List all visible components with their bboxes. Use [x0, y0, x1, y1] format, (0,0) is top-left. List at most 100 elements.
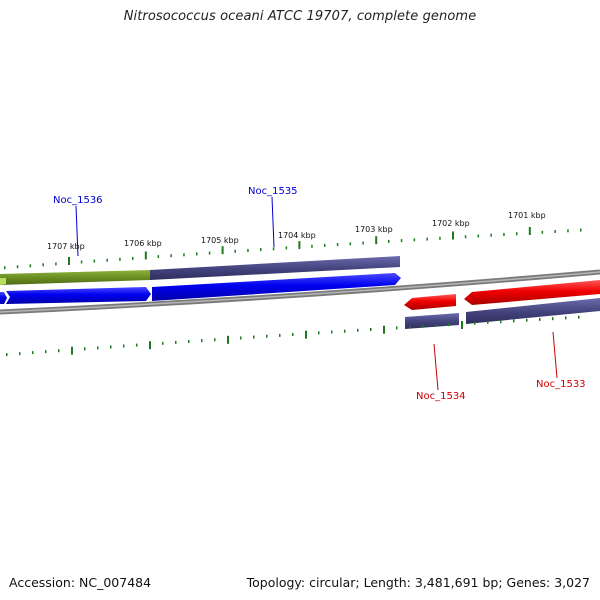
minor-tick — [477, 234, 480, 238]
minor-tick — [247, 249, 249, 252]
minor-tick — [175, 340, 177, 344]
major-tick — [305, 330, 307, 339]
minor-tick — [266, 334, 268, 338]
cds-forward-1 — [6, 287, 151, 304]
gene-label-noc-1534[interactable]: Noc_1534 — [416, 391, 466, 402]
minor-tick — [435, 324, 437, 327]
minor-tick — [201, 339, 203, 343]
leader-noc-1536 — [75, 205, 79, 257]
minor-tick — [578, 315, 580, 319]
tick-label-1705: 1705 kbp — [201, 236, 239, 245]
gene-label-noc-1536[interactable]: Noc_1536 — [53, 195, 103, 206]
tick-dots-inner — [6, 315, 580, 357]
gene-label-noc-1533[interactable]: Noc_1533 — [536, 379, 586, 390]
minor-tick — [208, 251, 211, 255]
minor-tick — [565, 316, 567, 320]
major-tick — [452, 231, 454, 240]
leader-noc-1535 — [271, 196, 275, 248]
minor-tick — [110, 345, 112, 349]
minor-tick — [324, 243, 326, 247]
minor-tick — [292, 333, 294, 336]
minor-tick — [349, 242, 352, 246]
leader-noc-1533 — [552, 331, 558, 379]
minor-tick — [240, 336, 242, 340]
minor-tick — [554, 230, 556, 233]
major-tick — [221, 246, 224, 255]
cds-reverse-2 — [464, 280, 600, 305]
major-tick — [71, 346, 73, 355]
minor-tick — [539, 317, 541, 321]
minor-tick — [260, 248, 262, 252]
minor-tick — [84, 347, 86, 351]
minor-tick — [272, 247, 275, 251]
minor-tick — [183, 253, 185, 257]
minor-tick — [157, 255, 160, 259]
major-tick — [461, 321, 463, 329]
minor-tick — [503, 233, 505, 236]
minor-tick — [4, 266, 6, 270]
minor-tick — [487, 320, 489, 324]
accession-text: Accession: NC_007484 — [9, 575, 152, 590]
minor-tick — [396, 326, 398, 330]
minor-tick — [388, 239, 390, 243]
minor-tick — [400, 239, 403, 243]
genome-summary-text: Topology: circular; Length: 3,481,691 bp… — [246, 575, 590, 590]
tick-label-1707: 1707 kbp — [47, 242, 85, 251]
cds-reverse-1 — [404, 294, 456, 310]
minor-tick — [162, 341, 164, 345]
minor-tick — [55, 262, 57, 266]
minor-tick — [448, 323, 450, 327]
minor-tick — [93, 259, 96, 263]
tick-label-1706: 1706 kbp — [124, 239, 162, 248]
cog-feature-purple-1 — [405, 313, 459, 329]
leader-noc-1534 — [433, 343, 439, 391]
minor-tick — [253, 335, 255, 339]
major-tick — [227, 335, 229, 344]
cds-forward-2 — [152, 273, 401, 301]
minor-tick — [357, 328, 359, 332]
minor-tick — [336, 243, 339, 247]
cog-feature-green-edge — [0, 278, 6, 285]
backbone-inner — [0, 271, 600, 313]
minor-tick — [119, 257, 121, 261]
minor-tick — [362, 241, 364, 245]
major-tick — [528, 227, 531, 235]
cog-feature-purple-2 — [466, 298, 600, 324]
minor-tick — [16, 265, 19, 269]
minor-tick — [567, 229, 569, 233]
minor-tick — [464, 235, 467, 239]
minor-tick — [136, 343, 138, 347]
minor-tick — [106, 258, 108, 262]
minor-tick — [318, 331, 320, 335]
tick-label-1701: 1701 kbp — [508, 211, 546, 220]
major-tick — [144, 251, 147, 260]
cog-feature-green — [0, 270, 150, 285]
minor-tick — [45, 350, 47, 354]
cog-feature-purple-top — [150, 256, 400, 280]
minor-tick — [370, 328, 372, 331]
major-tick — [383, 325, 385, 334]
minor-tick — [188, 340, 190, 343]
minor-tick — [331, 330, 333, 334]
major-tick — [298, 241, 301, 250]
minor-tick — [500, 320, 502, 324]
minor-tick — [409, 325, 411, 329]
tick-dots-outer — [4, 227, 582, 270]
map-title: Nitrosococcus oceani ATCC 19707, complet… — [123, 9, 477, 24]
minor-tick — [552, 317, 554, 321]
minor-tick — [541, 230, 544, 234]
gene-label-noc-1535[interactable]: Noc_1535 — [248, 186, 298, 197]
minor-tick — [58, 349, 60, 353]
minor-tick — [234, 249, 236, 253]
major-tick — [68, 257, 70, 265]
minor-tick — [123, 344, 125, 348]
minor-tick — [279, 333, 281, 337]
minor-tick — [413, 238, 416, 242]
minor-tick — [285, 246, 288, 250]
minor-tick — [311, 244, 313, 248]
minor-tick — [526, 318, 528, 322]
minor-tick — [29, 264, 32, 268]
major-tick — [375, 236, 378, 245]
minor-tick — [97, 346, 99, 350]
